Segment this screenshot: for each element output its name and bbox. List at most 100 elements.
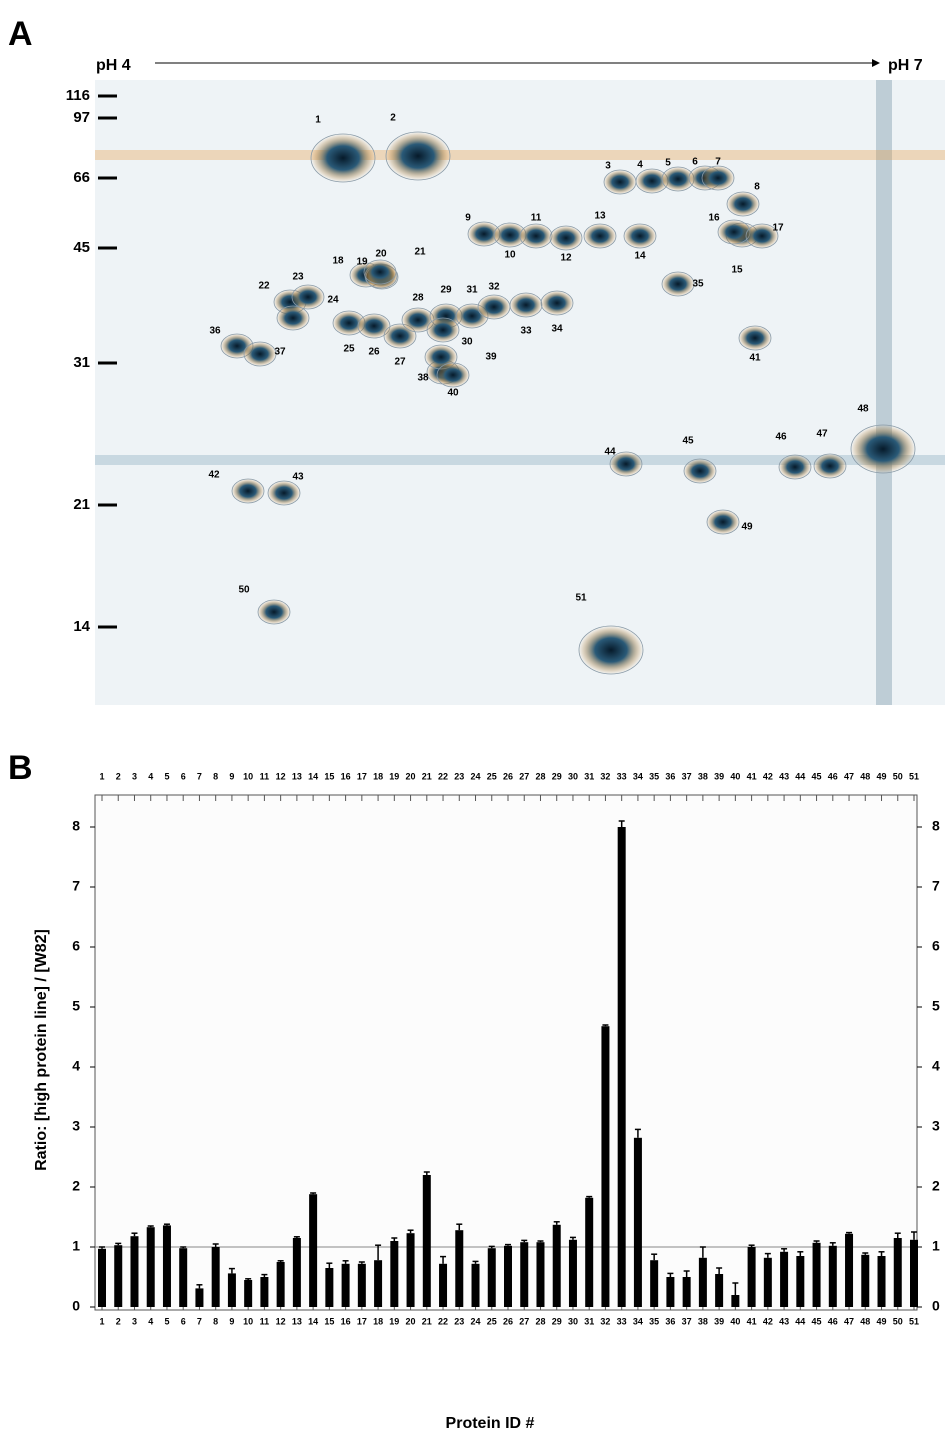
gel-spot — [291, 284, 325, 310]
bar — [682, 1277, 691, 1307]
ph-left: pH 4 — [96, 57, 131, 74]
x-top-label: 44 — [795, 771, 805, 781]
x-tick-label: 47 — [844, 1316, 854, 1326]
y-tick-label: 8 — [72, 818, 80, 834]
x-tick-label: 1 — [99, 1316, 104, 1326]
spot-label: 36 — [209, 326, 221, 337]
bar — [633, 1137, 642, 1307]
spot-label: 30 — [461, 337, 473, 348]
spot-label: 26 — [368, 347, 380, 358]
x-top-label: 43 — [779, 771, 789, 781]
mw-label: 45 — [73, 239, 90, 256]
gel-spot — [436, 362, 470, 388]
gel-spot — [778, 454, 812, 480]
x-tick-label: 37 — [682, 1316, 692, 1326]
x-tick-label: 6 — [181, 1316, 186, 1326]
x-tick-label: 18 — [373, 1316, 383, 1326]
spot-label: 20 — [375, 249, 387, 260]
x-tick-label: 23 — [454, 1316, 464, 1326]
spot-label: 24 — [327, 295, 339, 306]
x-tick-label: 17 — [357, 1316, 367, 1326]
x-top-label: 45 — [812, 771, 822, 781]
x-tick-label: 48 — [860, 1316, 870, 1326]
gel-spot — [509, 292, 543, 318]
spot-label: 47 — [816, 429, 828, 440]
x-tick-label: 30 — [568, 1316, 578, 1326]
spot-label: 32 — [488, 282, 500, 293]
bar — [666, 1277, 675, 1307]
x-top-label: 33 — [617, 771, 627, 781]
y2-tick-label: 1 — [932, 1238, 940, 1254]
x-top-label: 8 — [213, 771, 218, 781]
x-top-label: 39 — [714, 771, 724, 781]
gel-spot — [661, 271, 695, 297]
bar — [130, 1236, 139, 1307]
y2-tick-label: 0 — [932, 1298, 940, 1314]
x-top-label: 42 — [763, 771, 773, 781]
x-tick-label: 15 — [324, 1316, 334, 1326]
gel-spot — [745, 223, 779, 249]
gel-spot — [540, 290, 574, 316]
spot-label: 10 — [504, 250, 516, 261]
bar — [715, 1274, 724, 1307]
gel-spot — [385, 131, 451, 181]
spot-label: 39 — [485, 352, 497, 363]
spot-label: 37 — [274, 347, 286, 358]
y-tick-label: 3 — [72, 1118, 80, 1134]
x-top-label: 46 — [828, 771, 838, 781]
mw-label: 14 — [73, 618, 90, 635]
spot-label: 29 — [440, 285, 452, 296]
bar — [828, 1245, 837, 1307]
spot-label: 8 — [754, 182, 760, 193]
x-top-label: 14 — [308, 771, 318, 781]
gel-background — [95, 80, 945, 705]
x-top-label: 38 — [698, 771, 708, 781]
bar — [893, 1238, 902, 1307]
x-tick-label: 27 — [519, 1316, 529, 1326]
gel-spot — [706, 509, 740, 535]
spot-label: 17 — [772, 223, 784, 234]
y-tick-label: 7 — [72, 878, 80, 894]
bar — [552, 1224, 561, 1307]
y2-tick-label: 3 — [932, 1118, 940, 1134]
x-top-label: 48 — [860, 771, 870, 781]
bar — [162, 1225, 171, 1307]
spot-label: 51 — [575, 593, 587, 604]
x-tick-label: 25 — [487, 1316, 497, 1326]
mw-label: 21 — [73, 496, 90, 513]
bar — [260, 1277, 269, 1307]
x-tick-label: 26 — [503, 1316, 513, 1326]
x-top-label: 34 — [633, 771, 643, 781]
spot-label: 23 — [292, 272, 304, 283]
spot-label: 13 — [594, 211, 606, 222]
gel-spot — [623, 223, 657, 249]
x-tick-label: 2 — [116, 1316, 121, 1326]
bar — [227, 1273, 236, 1307]
bar — [796, 1256, 805, 1307]
x-top-label: 35 — [649, 771, 659, 781]
gel-spot — [363, 259, 397, 285]
spot-label: 35 — [692, 279, 704, 290]
mw-label: 66 — [73, 169, 90, 186]
x-top-label: 2 — [116, 771, 121, 781]
spot-label: 41 — [749, 353, 761, 364]
spot-label: 2 — [390, 113, 396, 124]
x-tick-label: 32 — [600, 1316, 610, 1326]
gel-spot — [850, 424, 916, 474]
spot-label: 1 — [315, 115, 321, 126]
x-top-label: 20 — [406, 771, 416, 781]
y-tick-label: 2 — [72, 1178, 80, 1194]
bar — [341, 1263, 350, 1307]
x-top-label: 30 — [568, 771, 578, 781]
gel-spot — [683, 458, 717, 484]
x-top-label: 15 — [324, 771, 334, 781]
gel-spot — [257, 599, 291, 625]
bar — [877, 1256, 886, 1307]
mw-label: 31 — [73, 354, 90, 371]
bar — [292, 1238, 301, 1307]
x-top-label: 10 — [243, 771, 253, 781]
gel-spot — [383, 323, 417, 349]
spot-label: 48 — [857, 404, 869, 415]
bar — [211, 1247, 220, 1307]
